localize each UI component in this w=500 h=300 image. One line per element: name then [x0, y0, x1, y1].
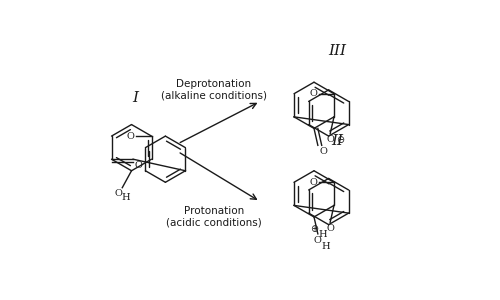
Text: H: H — [318, 230, 327, 239]
Text: H: H — [321, 242, 330, 251]
Text: O: O — [326, 136, 334, 145]
Text: O: O — [127, 132, 134, 141]
Text: III: III — [328, 44, 346, 58]
Text: O: O — [314, 236, 322, 244]
Text: Deprotonation
(alkaline conditions): Deprotonation (alkaline conditions) — [161, 79, 267, 101]
Text: O: O — [114, 189, 122, 198]
Text: II: II — [331, 134, 343, 148]
Text: H: H — [122, 193, 130, 202]
Text: O: O — [310, 178, 317, 187]
Text: O: O — [310, 89, 317, 98]
Text: O: O — [134, 161, 142, 170]
Text: O: O — [326, 224, 334, 233]
Text: ⊕: ⊕ — [310, 224, 318, 234]
Text: ⊖: ⊖ — [336, 135, 344, 145]
Text: Protonation
(acidic conditions): Protonation (acidic conditions) — [166, 206, 262, 228]
Text: O: O — [320, 147, 327, 156]
Text: I: I — [132, 91, 138, 105]
